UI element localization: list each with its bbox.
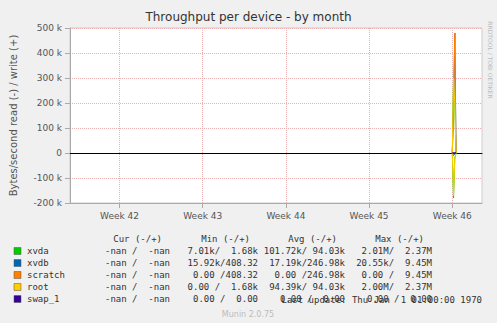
- svg-text:500 k: 500 k: [37, 23, 63, 33]
- svg-text:0.00 / 0.00: 0.00 / 0.00: [193, 294, 258, 304]
- svg-text:scratch: scratch: [27, 270, 65, 280]
- svg-text:300 k: 300 k: [37, 73, 63, 83]
- svg-text:94.39k/ 94.03k: 94.39k/ 94.03k: [269, 282, 345, 292]
- svg-text:20.55k/ 9.45M: 20.55k/ 9.45M: [356, 258, 432, 268]
- svg-text:Week 46: Week 46: [433, 211, 472, 221]
- svg-text:-nan / -nan: -nan / -nan: [105, 270, 170, 280]
- svg-text:root: root: [27, 282, 49, 292]
- svg-text:-nan / -nan: -nan / -nan: [105, 258, 170, 268]
- svg-text:2.01M/ 2.37M: 2.01M/ 2.37M: [362, 246, 433, 256]
- svg-text:0.00 /408.32: 0.00 /408.32: [193, 270, 258, 280]
- svg-text:Min (-/+): Min (-/+): [201, 234, 250, 244]
- svg-text:Max (-/+): Max (-/+): [375, 234, 424, 244]
- svg-text:Munin 2.0.75: Munin 2.0.75: [222, 310, 274, 319]
- svg-text:-nan / -nan: -nan / -nan: [105, 294, 170, 304]
- svg-text:0.00 / 1.68k: 0.00 / 1.68k: [188, 282, 259, 292]
- svg-text:2.00M/ 2.37M: 2.00M/ 2.37M: [362, 282, 433, 292]
- svg-text:7.01k/ 1.68k: 7.01k/ 1.68k: [188, 246, 259, 256]
- svg-text:-nan / -nan: -nan / -nan: [105, 282, 170, 292]
- svg-text:-nan / -nan: -nan / -nan: [105, 246, 170, 256]
- svg-text:Week 42: Week 42: [100, 211, 139, 221]
- svg-text:Bytes/second read (-) / write: Bytes/second read (-) / write (+): [8, 35, 19, 197]
- svg-text:400 k: 400 k: [37, 48, 63, 58]
- svg-text:0.00 / 9.45M: 0.00 / 9.45M: [362, 270, 433, 280]
- svg-text:-100 k: -100 k: [34, 173, 63, 183]
- svg-text:0: 0: [56, 148, 62, 158]
- svg-text:RRDTOOL / TOBI OETIKER: RRDTOOL / TOBI OETIKER: [487, 21, 494, 98]
- svg-text:Last update: Thu Jan 1 01:00:: Last update: Thu Jan 1 01:00:00 1970: [282, 295, 482, 305]
- svg-text:Week 44: Week 44: [266, 211, 305, 221]
- svg-text:0.00 /246.98k: 0.00 /246.98k: [275, 270, 346, 280]
- svg-text:15.92k/408.32: 15.92k/408.32: [188, 258, 258, 268]
- svg-text:swap_1: swap_1: [27, 294, 60, 304]
- svg-text:Avg (-/+): Avg (-/+): [288, 234, 337, 244]
- svg-text:Throughput per device - by mon: Throughput per device - by month: [144, 10, 351, 24]
- svg-text:Cur (-/+): Cur (-/+): [113, 234, 162, 244]
- svg-text:100 k: 100 k: [37, 123, 63, 133]
- svg-text:200 k: 200 k: [37, 98, 63, 108]
- svg-text:101.72k/ 94.03k: 101.72k/ 94.03k: [264, 246, 346, 256]
- svg-text:-200 k: -200 k: [34, 198, 63, 208]
- svg-text:17.19k/246.98k: 17.19k/246.98k: [269, 258, 345, 268]
- svg-text:xvda: xvda: [27, 246, 49, 256]
- svg-text:xvdb: xvdb: [27, 258, 49, 268]
- svg-text:Week 43: Week 43: [183, 211, 222, 221]
- svg-text:Week 45: Week 45: [350, 211, 389, 221]
